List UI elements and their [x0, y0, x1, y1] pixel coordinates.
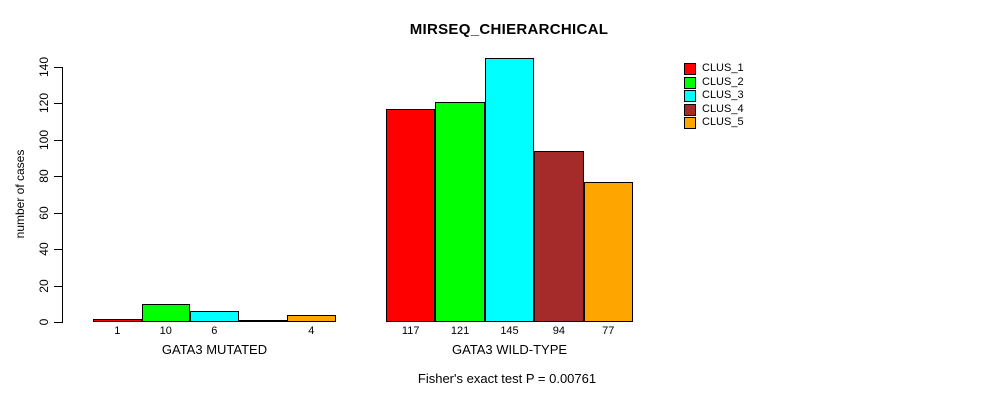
legend-label-clus_2: CLUS_2	[702, 75, 744, 88]
y-tick-label: 120	[37, 92, 51, 114]
bar-clus_3-group1	[190, 311, 239, 322]
legend-label-clus_1: CLUS_1	[702, 62, 744, 74]
y-tick-mark	[54, 67, 62, 68]
bar-value-label: 1	[114, 325, 121, 337]
y-tick-label: 140	[37, 56, 51, 78]
x-group-label: GATA3 WILD-TYPE	[451, 342, 568, 357]
bar-value-label: 6	[211, 325, 218, 337]
bar-clus_4-group1	[238, 320, 287, 322]
y-tick-mark	[54, 176, 62, 177]
bar-clus_1-group1	[93, 319, 142, 322]
legend-swatch-clus_4	[684, 103, 696, 116]
x-group-label: GATA3 MUTATED	[161, 342, 268, 357]
bar-clus_1-group2	[386, 109, 436, 322]
bar-value-label: 77	[602, 325, 615, 337]
y-axis-line	[62, 67, 63, 323]
y-tick-label: 20	[37, 279, 51, 293]
bar-value-label: 121	[450, 325, 470, 337]
legend-swatch-clus_2	[684, 76, 696, 89]
legend-label-clus_4: CLUS_4	[702, 102, 744, 115]
y-tick-label: 80	[37, 169, 51, 183]
bar-value-label: 117	[401, 325, 420, 337]
bar-value-label: 4	[308, 325, 315, 337]
y-tick-label: 60	[37, 206, 51, 220]
legend-label-clus_3: CLUS_3	[702, 89, 744, 101]
bar-clus_2-group1	[141, 304, 190, 322]
legend-swatch-clus_3	[684, 90, 696, 102]
bar-clus_4-group2	[534, 151, 584, 322]
y-tick-label: 0	[37, 318, 51, 326]
y-tick-mark	[54, 322, 62, 323]
legend-swatch-clus_5	[684, 117, 696, 129]
y-tick-mark	[54, 103, 62, 104]
legend-label-clus_5: CLUS_5	[702, 116, 744, 128]
y-tick-mark	[54, 249, 62, 250]
y-tick-label: 40	[37, 242, 51, 256]
bar-value-label: 94	[552, 325, 566, 337]
bar-clus_5-group2	[583, 182, 633, 322]
y-tick-mark	[54, 286, 62, 287]
y-tick-label: 100	[37, 129, 51, 151]
legend-swatch-clus_1	[684, 63, 696, 75]
y-tick-mark	[54, 140, 62, 141]
bar-value-label: 10	[159, 325, 172, 337]
y-tick-mark	[54, 213, 62, 214]
bar-clus_5-group1	[287, 315, 336, 322]
footnote-text: Fisher's exact test P = 0.00761	[417, 371, 597, 386]
bar-value-label: 145	[500, 325, 519, 337]
bar-clus_2-group2	[435, 102, 485, 322]
chart-title: MIRSEQ_CHIERARCHICAL	[409, 21, 609, 38]
bar-clus_3-group2	[484, 58, 535, 322]
